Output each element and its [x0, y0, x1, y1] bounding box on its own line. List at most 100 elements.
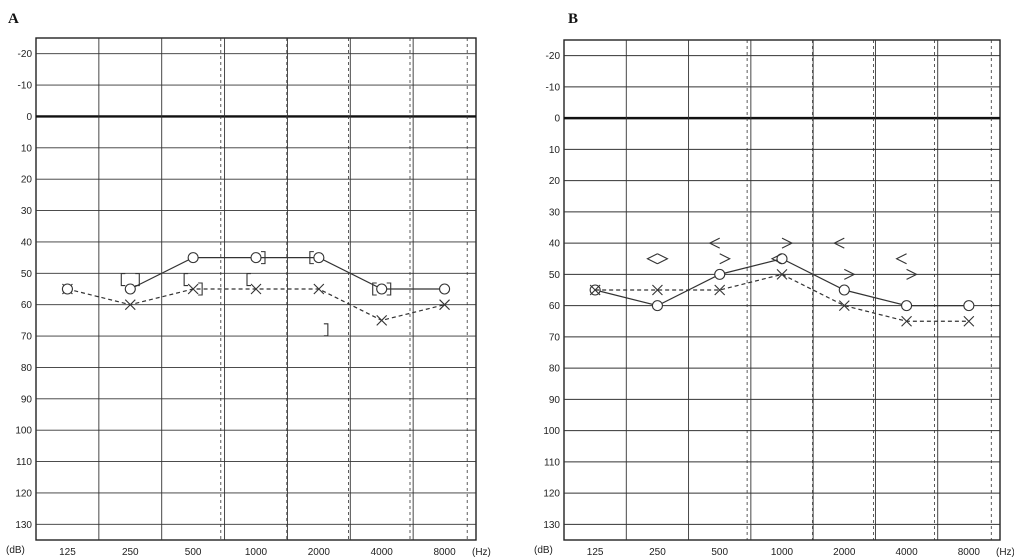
bracket-left-marker	[183, 273, 189, 287]
y-tick-label: -20	[546, 51, 561, 62]
angle-right-marker	[719, 253, 731, 265]
x-tick-label: 4000	[371, 547, 394, 558]
bracket-right-marker	[135, 273, 140, 287]
bracket-left-marker	[372, 282, 377, 296]
circle-marker	[187, 252, 199, 264]
y-tick-label: 70	[549, 332, 561, 343]
bracket-right-marker	[198, 282, 203, 296]
cross-marker	[589, 284, 601, 296]
y-unit-label: (dB)	[534, 545, 553, 556]
circle-marker	[963, 300, 975, 312]
y-tick-label: 80	[549, 364, 561, 375]
cross-marker	[439, 299, 450, 311]
y-tick-label: 120	[15, 488, 32, 499]
y-tick-label: 60	[549, 301, 561, 312]
bracket-left-marker	[309, 251, 314, 265]
y-tick-label: 100	[543, 426, 560, 437]
cross-marker	[313, 283, 325, 295]
y-tick-label: 50	[549, 270, 561, 281]
cross-marker	[838, 300, 850, 312]
y-tick-label: 90	[21, 394, 33, 405]
x-tick-label: 4000	[895, 547, 918, 558]
x-tick-label: 2000	[833, 547, 856, 558]
cross-marker	[376, 314, 388, 326]
circle-marker	[250, 252, 262, 264]
y-tick-label: -20	[18, 49, 33, 60]
x-tick-label: 500	[711, 547, 728, 558]
cross-marker	[652, 284, 663, 296]
circle-marker	[376, 283, 388, 295]
circle-marker	[714, 268, 726, 280]
circle-marker	[838, 284, 850, 296]
y-tick-label: 40	[21, 237, 33, 248]
y-tick-label: 110	[16, 457, 32, 468]
x-tick-label: 125	[59, 547, 76, 558]
x-tick-label: 2000	[308, 547, 331, 558]
y-tick-label: 100	[15, 426, 32, 437]
bracket-right-marker	[323, 323, 329, 337]
y-tick-label: 120	[543, 489, 560, 500]
cross-marker	[250, 283, 262, 295]
angle-right-marker	[781, 237, 794, 249]
x-unit-label: (Hz)	[472, 547, 491, 558]
x-tick-label: 8000	[433, 547, 456, 558]
plot-frame	[35, 37, 477, 541]
x-tick-label: 8000	[958, 547, 981, 558]
circle-marker	[651, 300, 663, 312]
y-unit-label: (dB)	[6, 545, 25, 556]
angle-left-marker	[833, 237, 845, 249]
cross-marker	[776, 268, 788, 280]
y-tick-label: 30	[21, 206, 33, 217]
angle-right-marker	[844, 268, 856, 280]
y-tick-label: 60	[21, 300, 33, 311]
circle-marker	[439, 283, 451, 295]
cross-marker	[714, 284, 726, 296]
x-tick-label: 250	[122, 547, 139, 558]
y-tick-label: 80	[21, 363, 33, 374]
circle-marker	[313, 252, 325, 264]
x-tick-label: 1000	[245, 547, 268, 558]
angle-right-marker	[906, 268, 918, 280]
panel-label: A	[8, 11, 19, 27]
y-tick-label: 20	[21, 175, 33, 186]
bracket-left-marker	[246, 273, 251, 287]
x-tick-label: 125	[587, 547, 604, 558]
angle-left-marker	[770, 253, 783, 265]
y-tick-label: 130	[15, 520, 32, 531]
plot-frame	[563, 39, 1001, 541]
x-unit-label: (Hz)	[996, 547, 1014, 558]
audiogram-panel-a: A -20 -10 0 10 20 30 40 50 60 70 80 90 100 110 120 130 (d…	[6, 11, 491, 558]
panel-label: B	[568, 11, 578, 27]
audiogram-panel-b: B -20 -10 0 10 20 30 40 50 60 70 80 90 100 110 120 130 (d…	[534, 11, 1014, 558]
series-line-dashed	[595, 273, 969, 322]
bracket-right-marker	[386, 282, 392, 296]
y-tick-label: 10	[549, 145, 561, 156]
series-line-solid	[130, 257, 445, 290]
circle-marker	[901, 300, 913, 312]
y-tick-label: 40	[549, 239, 561, 250]
bracket-left-marker	[120, 273, 126, 287]
x-tick-label: 1000	[771, 547, 794, 558]
y-tick-label: 110	[544, 457, 560, 468]
bracket-right-marker	[261, 251, 266, 265]
series-line-solid	[594, 258, 969, 307]
angle-left-marker	[895, 253, 907, 265]
circle-marker	[124, 283, 136, 295]
angle-left-marker	[646, 253, 658, 265]
y-tick-label: 20	[549, 176, 561, 187]
angle-left-marker	[708, 237, 720, 249]
y-tick-label: 0	[26, 112, 32, 123]
cross-marker	[124, 299, 136, 311]
y-tick-label: 30	[549, 207, 561, 218]
y-tick-label: 50	[21, 269, 33, 280]
cross-marker	[901, 315, 912, 327]
x-tick-label: 250	[649, 547, 666, 558]
cross-marker	[963, 315, 975, 327]
y-tick-label: 0	[554, 114, 560, 125]
y-tick-label: 130	[543, 520, 560, 531]
circle-marker	[61, 283, 73, 295]
angle-right-marker	[657, 253, 669, 265]
y-tick-label: 90	[549, 395, 561, 406]
x-tick-label: 500	[185, 547, 202, 558]
